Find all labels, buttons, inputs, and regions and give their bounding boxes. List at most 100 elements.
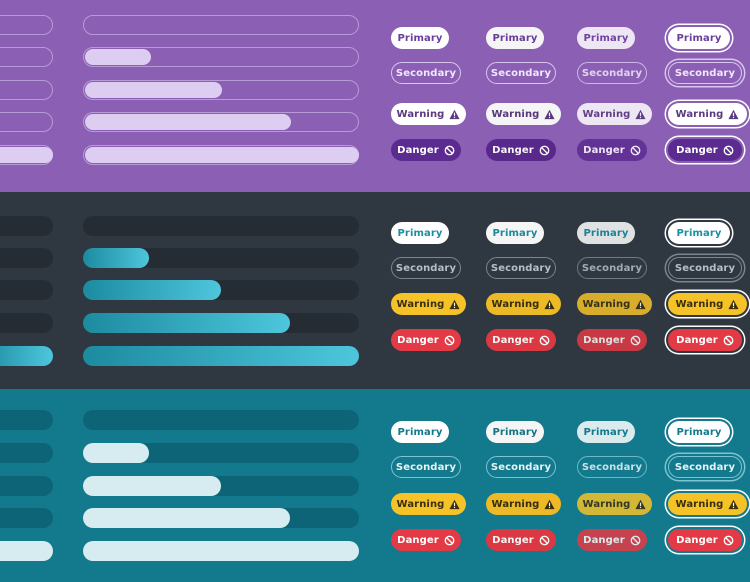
primary-button-label: Primary <box>492 426 538 438</box>
secondary-button-label: Secondary <box>674 67 736 79</box>
prohibited-icon <box>723 535 734 546</box>
secondary-button-label: Secondary <box>581 262 643 274</box>
compact-progress-bar <box>0 80 53 100</box>
secondary-button-active[interactable]: Secondary <box>577 62 647 84</box>
progress-fill <box>83 476 221 496</box>
progress-bar <box>83 410 359 430</box>
danger-button-hover[interactable]: Danger <box>486 329 556 351</box>
compact-progress-bar <box>0 15 53 35</box>
prohibited-icon <box>723 335 734 346</box>
warning-triangle-icon <box>544 499 555 510</box>
progress-fill <box>83 313 290 333</box>
primary-button-default[interactable]: Primary <box>391 222 449 244</box>
secondary-button-hover[interactable]: Secondary <box>486 62 556 84</box>
warning-button-active[interactable]: Warning <box>577 103 652 125</box>
progress-fill <box>0 541 53 561</box>
warning-button-label: Warning <box>491 298 540 310</box>
teal-theme-section: Primary Primary Primary Primary Secondary Sec… <box>0 389 750 582</box>
primary-button-hover[interactable]: Primary <box>486 222 544 244</box>
secondary-button-label: Secondary <box>490 67 552 79</box>
secondary-button-default[interactable]: Secondary <box>391 456 461 478</box>
compact-progress-bar <box>0 410 53 430</box>
secondary-button-active[interactable]: Secondary <box>577 257 647 279</box>
prohibited-icon <box>444 335 455 346</box>
danger-button-active[interactable]: Danger <box>577 529 647 551</box>
danger-button-label: Danger <box>492 144 534 156</box>
primary-button-label: Primary <box>492 227 538 239</box>
danger-button-label: Danger <box>583 144 625 156</box>
progress-fill <box>0 346 53 366</box>
primary-button-default[interactable]: Primary <box>391 421 449 443</box>
secondary-button-hover[interactable]: Secondary <box>486 257 556 279</box>
warning-triangle-icon <box>728 299 739 310</box>
primary-button-label: Primary <box>676 227 722 239</box>
primary-button-active[interactable]: Primary <box>577 222 635 244</box>
progress-fill <box>83 346 359 366</box>
warning-button-label: Warning <box>582 298 631 310</box>
secondary-button-focus[interactable]: Secondary <box>668 456 742 478</box>
warning-button-focus[interactable]: Warning <box>668 293 747 315</box>
primary-button-focus[interactable]: Primary <box>668 421 730 443</box>
primary-button-default[interactable]: Primary <box>391 27 449 49</box>
secondary-button-focus[interactable]: Secondary <box>668 62 742 84</box>
warning-button-hover[interactable]: Warning <box>486 103 561 125</box>
progress-fill <box>0 147 53 163</box>
danger-button-hover[interactable]: Danger <box>486 139 556 161</box>
danger-button-focus[interactable]: Danger <box>668 139 742 161</box>
secondary-button-default[interactable]: Secondary <box>391 62 461 84</box>
progress-bar <box>83 145 359 165</box>
warning-button-default[interactable]: Warning <box>391 493 466 515</box>
danger-button-focus[interactable]: Danger <box>668 329 742 351</box>
compact-progress-bar <box>0 443 53 463</box>
danger-button-label: Danger <box>676 534 718 546</box>
warning-button-label: Warning <box>491 498 540 510</box>
warning-button-active[interactable]: Warning <box>577 293 652 315</box>
progress-fill <box>83 248 150 268</box>
warning-button-default[interactable]: Warning <box>391 103 466 125</box>
primary-button-hover[interactable]: Primary <box>486 421 544 443</box>
primary-button-active[interactable]: Primary <box>577 421 635 443</box>
secondary-button-default[interactable]: Secondary <box>391 257 461 279</box>
progress-fill <box>83 280 221 300</box>
warning-button-hover[interactable]: Warning <box>486 293 561 315</box>
warning-button-hover[interactable]: Warning <box>486 493 561 515</box>
secondary-button-label: Secondary <box>395 461 457 473</box>
danger-button-label: Danger <box>397 334 439 346</box>
progress-fill <box>85 49 151 65</box>
danger-button-focus[interactable]: Danger <box>668 529 742 551</box>
primary-button-focus[interactable]: Primary <box>668 222 730 244</box>
primary-button-active[interactable]: Primary <box>577 27 635 49</box>
danger-button-label: Danger <box>583 534 625 546</box>
danger-button-active[interactable]: Danger <box>577 139 647 161</box>
compact-progress-bar <box>0 541 53 561</box>
warning-button-active[interactable]: Warning <box>577 493 652 515</box>
progress-fill <box>83 541 359 561</box>
secondary-button-hover[interactable]: Secondary <box>486 456 556 478</box>
warning-triangle-icon <box>449 109 460 120</box>
danger-button-default[interactable]: Danger <box>391 139 461 161</box>
secondary-button-label: Secondary <box>395 262 457 274</box>
primary-button-label: Primary <box>492 32 538 44</box>
danger-button-label: Danger <box>397 534 439 546</box>
secondary-button-focus[interactable]: Secondary <box>668 257 742 279</box>
warning-button-default[interactable]: Warning <box>391 293 466 315</box>
primary-button-hover[interactable]: Primary <box>486 27 544 49</box>
warning-button-label: Warning <box>675 498 724 510</box>
primary-button-focus[interactable]: Primary <box>668 27 730 49</box>
prohibited-icon <box>539 535 550 546</box>
danger-button-hover[interactable]: Danger <box>486 529 556 551</box>
danger-button-default[interactable]: Danger <box>391 529 461 551</box>
warning-button-focus[interactable]: Warning <box>668 493 747 515</box>
danger-button-active[interactable]: Danger <box>577 329 647 351</box>
secondary-button-label: Secondary <box>490 461 552 473</box>
warning-button-label: Warning <box>675 298 724 310</box>
prohibited-icon <box>630 145 641 156</box>
secondary-button-active[interactable]: Secondary <box>577 456 647 478</box>
danger-button-default[interactable]: Danger <box>391 329 461 351</box>
warning-button-label: Warning <box>396 298 445 310</box>
warning-triangle-icon <box>544 299 555 310</box>
warning-button-label: Warning <box>582 498 631 510</box>
prohibited-icon <box>539 145 550 156</box>
warning-button-focus[interactable]: Warning <box>668 103 747 125</box>
prohibited-icon <box>723 145 734 156</box>
